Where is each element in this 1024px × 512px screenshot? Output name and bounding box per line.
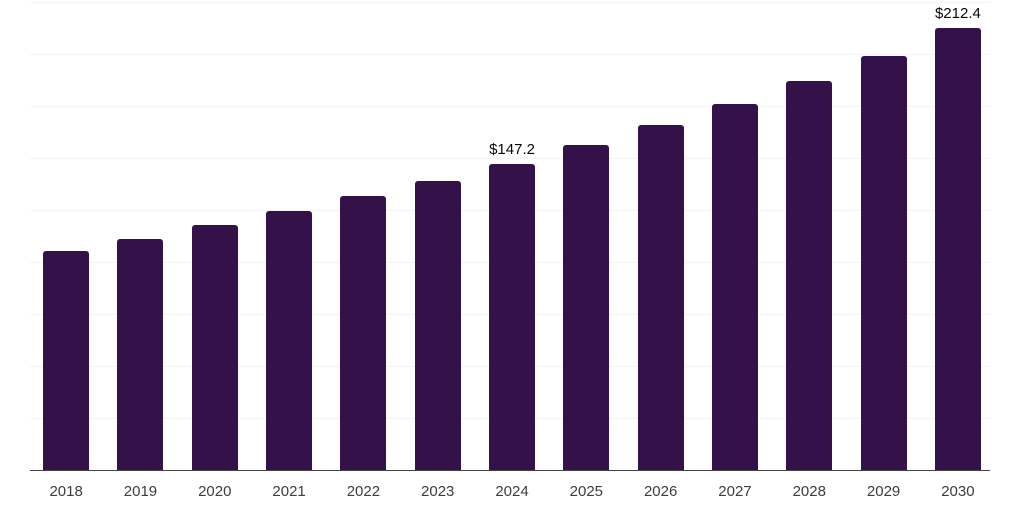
gridline — [30, 106, 990, 108]
bar-2022 — [340, 195, 387, 470]
bar-2029 — [860, 55, 907, 470]
bar-2024 — [489, 163, 536, 470]
bar-value-label-2030: $212.4 — [934, 5, 981, 23]
bar-2020 — [191, 225, 238, 470]
x-tick-label-2027: 2027 — [718, 483, 752, 500]
bar-column-2018 — [29, 0, 103, 470]
bar-column-2021 — [252, 0, 326, 470]
bar-2021 — [266, 211, 313, 470]
bar-column-2022 — [326, 0, 400, 470]
bar-column-2024: $147.2 — [475, 0, 549, 470]
bar-column-2028 — [772, 0, 846, 470]
bar-column-2030: $212.4 — [921, 0, 995, 470]
x-tick-label-2022: 2022 — [346, 483, 381, 500]
bar-column-2023 — [401, 0, 475, 470]
bar-2027 — [711, 103, 758, 470]
bar-column-2020 — [178, 0, 252, 470]
bar-2025 — [563, 145, 610, 470]
x-tick-label-2029: 2029 — [866, 483, 901, 500]
bar-2028 — [786, 80, 833, 470]
x-tick-label-2020: 2020 — [198, 483, 232, 500]
x-tick-label-2028: 2028 — [792, 483, 826, 500]
bar-series: $147.2 $212.4 — [29, 0, 995, 470]
x-tick-label-2021: 2021 — [272, 483, 306, 500]
x-tick-label-2030: 2030 — [941, 483, 975, 500]
bar-2018 — [43, 250, 90, 470]
plot-area: $147.2 $212.4 — [29, 0, 995, 471]
bar-column-2026 — [624, 0, 698, 470]
bar-column-2027 — [698, 0, 772, 470]
bar-column-2025 — [549, 0, 623, 470]
bar-column-2019 — [103, 0, 177, 470]
bar-2023 — [414, 180, 461, 470]
x-tick-label-2019: 2019 — [123, 483, 158, 500]
gridline — [30, 2, 990, 4]
x-tick-label-2023: 2023 — [421, 483, 455, 500]
bar-2030 — [934, 28, 981, 470]
bar-column-2029 — [846, 0, 920, 470]
gridline — [30, 158, 990, 160]
gridline — [30, 54, 990, 56]
x-tick-label-2018: 2018 — [49, 483, 83, 500]
x-tick-label-2026: 2026 — [643, 483, 678, 500]
x-tick-label-2024: 2024 — [495, 483, 529, 500]
x-axis-line — [30, 469, 990, 471]
x-tick-label-2025: 2025 — [569, 483, 604, 500]
bar-value-label-2024: $147.2 — [489, 140, 535, 158]
x-axis-tick-labels: 2018 2019 2020 2021 2022 2023 2024 2025 2026 2027… — [29, 484, 995, 500]
bar-2026 — [637, 125, 684, 470]
bar-2019 — [117, 238, 164, 470]
